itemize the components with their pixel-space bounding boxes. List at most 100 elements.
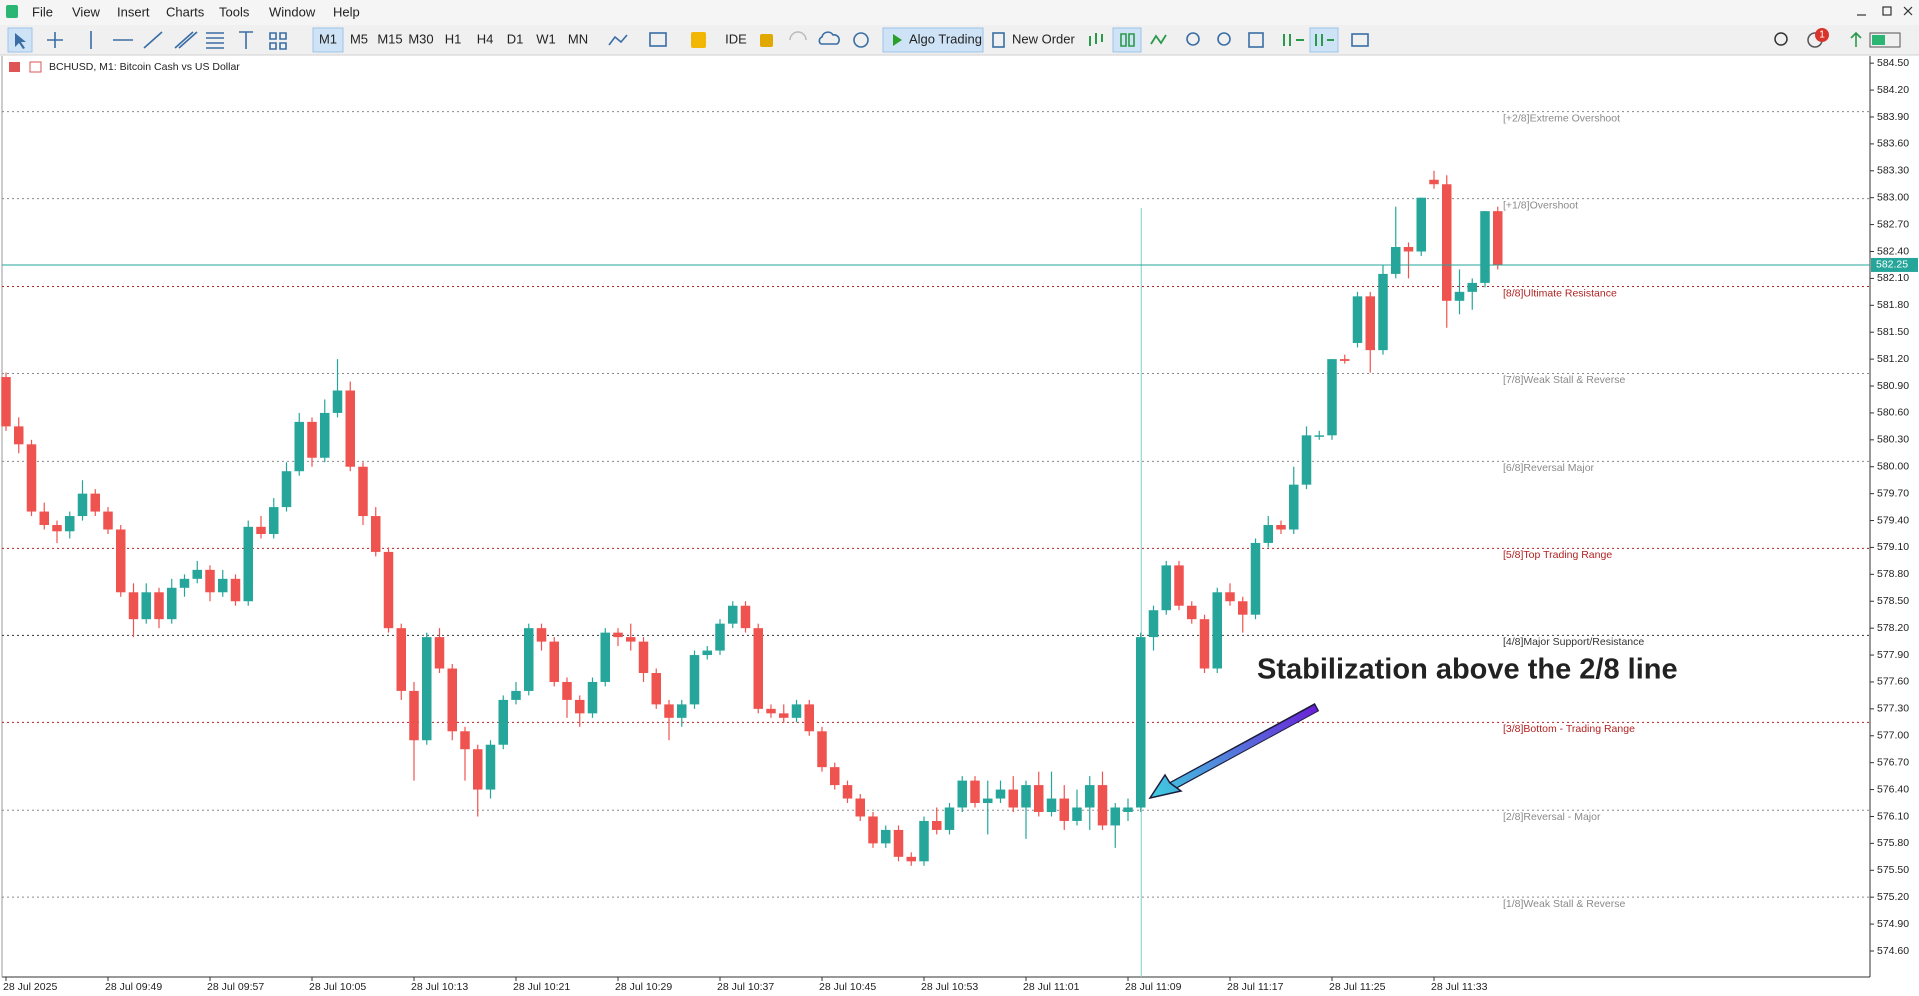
annotation: Stabilization above the 2/8 line — [1257, 654, 1678, 686]
ide-button[interactable]: IDE — [725, 31, 747, 46]
line-chart-button[interactable] — [1150, 34, 1167, 45]
fibo-tool[interactable] — [206, 32, 224, 49]
search-button[interactable] — [1774, 32, 1788, 46]
menu-item[interactable]: View — [72, 4, 101, 19]
candle-body — [332, 390, 343, 413]
candle-body — [103, 511, 113, 530]
candle-body — [1187, 605, 1197, 620]
candle-body — [1416, 197, 1426, 252]
channel-tool[interactable] — [174, 31, 198, 49]
menu-item[interactable]: Tools — [219, 4, 250, 19]
plot-area: 584.50 584.20 583.90 583.60 583.30 583.00 582.… — [1, 57, 1918, 993]
timeframe[interactable]: D1 — [507, 31, 524, 46]
y-tick-label: 580.90 — [1877, 380, 1909, 392]
app-icon — [6, 5, 18, 18]
candle-body — [485, 744, 496, 790]
timeframe[interactable]: M5 — [350, 31, 368, 46]
chart-window — [0, 56, 1919, 996]
candle-body — [14, 426, 24, 445]
screenshot-button[interactable] — [1351, 33, 1369, 47]
x-tick-label: 28 Jul 10:29 — [615, 981, 672, 993]
signals-button[interactable] — [691, 32, 706, 48]
timeframe[interactable]: MN — [568, 31, 588, 46]
zoom-in[interactable] — [1186, 32, 1200, 46]
tile-windows[interactable] — [1248, 32, 1264, 48]
candle-body — [65, 516, 75, 532]
y-tick-label: 582.70 — [1877, 218, 1909, 230]
menu-item[interactable]: Help — [333, 4, 360, 19]
candle-body — [422, 637, 432, 741]
zoom-out[interactable] — [1217, 32, 1231, 46]
candle-body — [1289, 484, 1299, 530]
crosshair-tool[interactable] — [47, 32, 63, 48]
candle-body — [995, 789, 1006, 799]
timeframe-selected[interactable] — [312, 27, 344, 53]
templates-button[interactable] — [649, 32, 667, 47]
close[interactable] — [1903, 6, 1913, 16]
chart-title: BCHUSD, M1: Bitcoin Cash vs US Dollar — [49, 61, 240, 73]
candle-body — [1365, 296, 1375, 351]
candle-body — [1225, 592, 1235, 602]
candle-body — [269, 507, 279, 534]
cursor-tool[interactable] — [15, 33, 26, 49]
candle-body — [919, 820, 929, 862]
x-tick-label: 28 Jul 10:13 — [411, 981, 468, 993]
candle-body — [39, 511, 49, 526]
timeframe[interactable]: M1 — [319, 31, 337, 46]
order-icon[interactable] — [992, 32, 1005, 48]
candle-body — [1250, 542, 1261, 615]
cloud-button[interactable] — [818, 31, 840, 45]
candle-body — [626, 637, 636, 642]
battery — [1869, 32, 1901, 48]
trendline-tool[interactable] — [143, 31, 163, 49]
candle-body — [1046, 798, 1057, 812]
y-tick-label: 579.40 — [1877, 514, 1909, 526]
timeframe[interactable]: W1 — [536, 31, 556, 46]
level-label: [7/8]Weak Stall & Reverse — [1503, 374, 1626, 386]
menu-item[interactable]: File — [32, 4, 53, 19]
candle-body — [294, 421, 304, 472]
candle-body — [1276, 525, 1286, 530]
candle-body — [1480, 211, 1490, 283]
scroll-button[interactable] — [1283, 34, 1304, 46]
text-tool[interactable] — [239, 31, 253, 49]
candle-body — [715, 623, 725, 651]
candle-body — [855, 798, 865, 817]
candle-body — [511, 690, 521, 700]
candle-body — [1097, 785, 1108, 826]
menu-item[interactable]: Charts — [166, 4, 205, 19]
notification-count: 1 — [1819, 30, 1825, 41]
candle-body — [256, 526, 266, 534]
y-tick-label: 574.90 — [1877, 918, 1909, 930]
candle-chart-selected[interactable] — [1112, 27, 1142, 53]
candle-body — [116, 529, 126, 593]
menu-item[interactable]: Window — [269, 4, 316, 19]
candle-body — [524, 628, 534, 691]
level-label: [+2/8]Extreme Overshoot — [1503, 112, 1620, 124]
current-price-box — [1871, 257, 1918, 272]
candle-body — [753, 628, 763, 709]
timeframe[interactable]: H4 — [477, 31, 494, 46]
signal-button[interactable] — [789, 31, 807, 41]
menu-bar — [0, 0, 1919, 25]
candle-body — [944, 807, 955, 830]
indicators-button[interactable] — [608, 34, 628, 46]
timeframe[interactable]: M15 — [377, 31, 402, 46]
arrow-head — [1148, 773, 1183, 800]
restore[interactable] — [1882, 6, 1892, 16]
bar-chart-button[interactable] — [1089, 33, 1103, 46]
timeframe[interactable]: H1 — [445, 31, 462, 46]
lock-button[interactable] — [760, 34, 773, 47]
shapes-tool[interactable] — [269, 32, 287, 50]
new-order-button[interactable]: New Order — [1012, 31, 1076, 46]
candle-body — [804, 704, 814, 732]
candle-body — [154, 592, 164, 620]
candle-body — [1493, 211, 1503, 265]
menu-item[interactable]: Insert — [117, 4, 150, 19]
window-controls — [1857, 6, 1913, 16]
timeframe[interactable]: M30 — [408, 31, 433, 46]
vps-button[interactable] — [853, 32, 869, 48]
x-tick-label: 28 Jul 2025 — [3, 981, 57, 993]
